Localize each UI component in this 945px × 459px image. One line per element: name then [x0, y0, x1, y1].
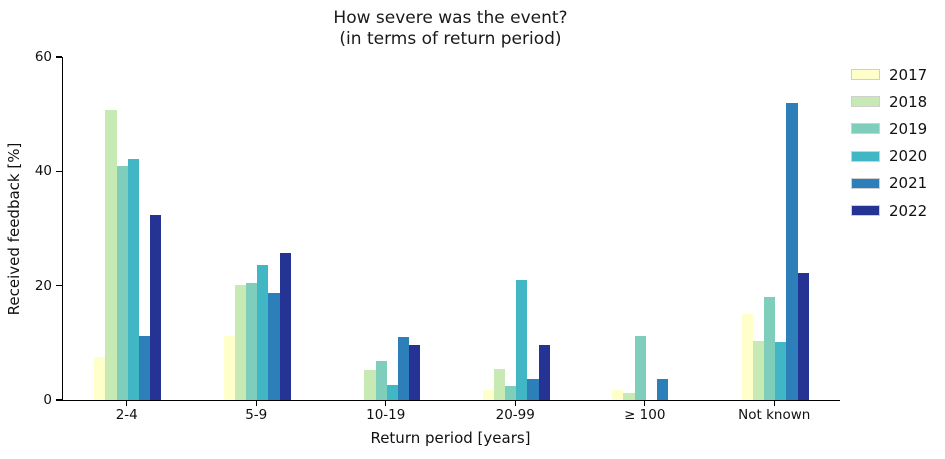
bar-2022-10-19 [409, 345, 421, 400]
x-tick-mark [255, 400, 257, 406]
bar-2017-5-9 [223, 335, 235, 400]
bar-2018-Not known [752, 340, 765, 400]
bar-2022-20-99 [538, 345, 550, 400]
legend-item-2022: 2022 [851, 197, 927, 224]
legend-label-2019: 2019 [889, 119, 928, 138]
y-tick-label-20: 20 [34, 277, 52, 294]
y-tick-mark [56, 399, 62, 401]
legend-item-2020: 2020 [851, 143, 927, 170]
plot-area [62, 57, 840, 401]
bar-2018-20-99 [493, 369, 506, 400]
chart-title: How severe was the event? (in terms of r… [62, 8, 839, 50]
chart-title-line2: (in terms of return period) [339, 29, 562, 49]
bar-2019-Not known [764, 297, 776, 400]
x-tick-mark [644, 400, 646, 406]
legend-label-2017: 2017 [889, 65, 928, 84]
legend-item-2017: 2017 [851, 61, 927, 88]
bar-2018-10-19 [364, 369, 376, 400]
legend-swatch-2017 [851, 69, 880, 81]
legend-item-2018: 2018 [851, 88, 927, 115]
y-tick-label-0: 0 [43, 392, 52, 408]
legend-swatch-2022 [851, 205, 880, 217]
legend-item-2019: 2019 [851, 115, 927, 142]
y-tick-label-40: 40 [34, 163, 52, 180]
y-tick-mark [56, 284, 62, 287]
x-tick-label-Not known: Not known [738, 407, 811, 423]
x-tick-mark [385, 400, 387, 406]
bar-2020-20-99 [516, 279, 528, 400]
bar-2021-5-9 [268, 293, 280, 400]
y-tick-mark [56, 170, 62, 173]
x-axis-label: Return period [years] [370, 429, 531, 447]
bar-2022-5-9 [279, 252, 291, 400]
legend-swatch-2019 [851, 123, 880, 135]
chart-title-line1: How severe was the event? [333, 8, 568, 28]
bar-2021-20-99 [527, 378, 539, 400]
y-tick-mark [56, 56, 62, 58]
bar-2017-20-99 [482, 390, 494, 400]
bar-2020-2-4 [127, 158, 139, 400]
bar-2017-2-4 [94, 357, 106, 400]
bar-2021-Not known [786, 103, 798, 400]
bar-2020-5-9 [257, 264, 269, 400]
x-tick-mark [126, 400, 128, 406]
bar-2021-≥ 100 [656, 379, 669, 400]
legend-item-2021: 2021 [851, 170, 927, 197]
x-tick-label-10-19: 10-19 [366, 407, 406, 423]
bar-2018-5-9 [234, 285, 247, 400]
legend-label-2018: 2018 [889, 92, 928, 111]
bar-2022-2-4 [150, 214, 162, 400]
bar-2018-≥ 100 [623, 393, 635, 400]
legend-label-2022: 2022 [889, 201, 928, 220]
legend-label-2020: 2020 [889, 147, 928, 166]
x-tick-mark [514, 400, 516, 406]
bar-2017-Not known [741, 314, 753, 400]
x-tick-label-≥ 100: ≥ 100 [624, 407, 666, 423]
bar-2020-10-19 [386, 385, 398, 400]
bar-2019-20-99 [505, 386, 517, 400]
bar-2021-2-4 [138, 335, 151, 400]
x-tick-label-20-99: 20-99 [495, 407, 535, 423]
bar-2019-2-4 [116, 166, 128, 400]
legend-swatch-2018 [851, 96, 880, 108]
bar-2019-5-9 [246, 282, 258, 400]
bar-2022-Not known [797, 272, 809, 400]
bar-2021-10-19 [397, 336, 410, 400]
bar-2019-10-19 [375, 361, 387, 400]
legend-label-2021: 2021 [889, 174, 928, 193]
y-axis-label: Received feedback [%] [5, 142, 23, 316]
x-tick-label-5-9: 5-9 [245, 407, 268, 423]
legend-swatch-2020 [851, 150, 880, 162]
legend-swatch-2021 [851, 177, 880, 189]
legend: 2017 2018 2019 2020 2021 2022 [851, 61, 927, 224]
bar-2018-2-4 [105, 109, 117, 400]
x-tick-mark [773, 400, 775, 406]
y-tick-label-60: 60 [34, 49, 52, 65]
bar-2019-≥ 100 [634, 335, 646, 400]
bar-2017-≥ 100 [612, 390, 624, 400]
bar-2020-Not known [775, 341, 787, 400]
x-tick-label-2-4: 2-4 [115, 407, 138, 423]
